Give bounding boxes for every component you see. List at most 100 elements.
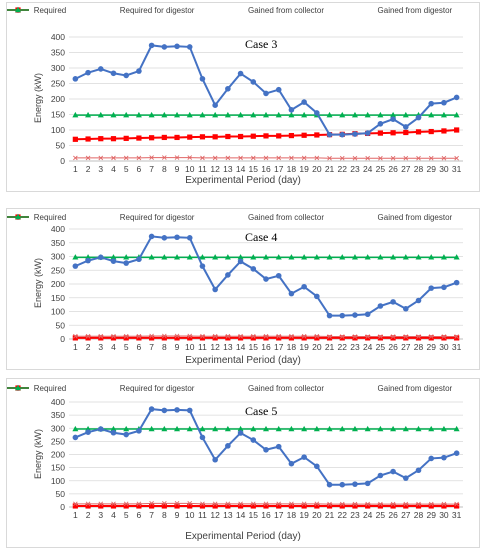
data-point xyxy=(314,503,320,509)
data-point xyxy=(415,129,422,135)
data-point xyxy=(263,503,269,509)
data-point xyxy=(327,501,332,507)
data-point xyxy=(275,272,282,279)
data-point xyxy=(351,111,358,118)
data-point xyxy=(454,501,459,507)
y-tick-label: 350 xyxy=(51,238,65,248)
legend-label: Required xyxy=(33,6,67,15)
data-point xyxy=(110,258,117,264)
data-point xyxy=(326,481,333,488)
data-point xyxy=(364,111,371,118)
data-point xyxy=(326,425,333,432)
data-point xyxy=(200,155,205,161)
data-point xyxy=(352,334,358,339)
data-point xyxy=(301,99,307,105)
series-line xyxy=(74,235,457,317)
data-point xyxy=(428,155,434,161)
legend-swatch xyxy=(7,213,29,220)
x-tick-label: 12 xyxy=(210,510,220,520)
data-point xyxy=(212,335,218,341)
x-tick-label: 11 xyxy=(198,164,207,174)
x-tick-label: 14 xyxy=(236,342,246,352)
data-point xyxy=(162,501,167,506)
data-point xyxy=(453,111,460,118)
x-tick-label: 25 xyxy=(376,164,386,174)
data-point xyxy=(148,42,155,49)
data-point xyxy=(289,501,294,507)
data-point xyxy=(390,334,396,339)
series-gained-from-collector xyxy=(72,503,460,509)
data-point xyxy=(110,335,117,341)
data-point xyxy=(263,425,269,432)
data-point xyxy=(85,254,92,260)
data-point xyxy=(212,456,218,463)
data-point xyxy=(250,501,256,507)
legend-label: Gained from digestor xyxy=(377,213,453,222)
data-point xyxy=(199,263,206,269)
x-tick-label: 25 xyxy=(376,342,386,352)
data-point xyxy=(377,472,384,479)
x-tick-label: 7 xyxy=(149,510,154,520)
data-point xyxy=(440,111,447,118)
data-point xyxy=(224,254,231,260)
data-point xyxy=(428,501,434,507)
x-tick-label: 15 xyxy=(249,342,259,352)
data-point xyxy=(199,425,206,432)
data-point xyxy=(225,155,231,161)
x-tick-label: 3 xyxy=(98,164,103,174)
data-point xyxy=(237,258,244,265)
data-point xyxy=(275,254,282,260)
data-point xyxy=(123,333,129,339)
y-tick-label: 400 xyxy=(51,32,65,42)
y-tick-label: 50 xyxy=(56,489,66,499)
data-point xyxy=(85,69,91,76)
data-point xyxy=(440,425,447,432)
x-tick-label: 13 xyxy=(223,342,233,352)
data-point xyxy=(390,335,396,341)
x-tick-label: 29 xyxy=(426,510,436,520)
data-point xyxy=(250,425,257,432)
data-point xyxy=(161,254,168,260)
data-point xyxy=(97,426,104,432)
data-point xyxy=(110,429,117,436)
data-point xyxy=(364,130,371,136)
data-point xyxy=(441,128,447,134)
data-point xyxy=(390,503,396,509)
data-point xyxy=(428,455,435,462)
data-point xyxy=(288,425,295,432)
data-point xyxy=(237,430,244,436)
data-point xyxy=(174,425,181,432)
data-point xyxy=(339,155,345,161)
chart-title: Case 5 xyxy=(245,404,278,418)
x-tick-label: 31 xyxy=(452,342,462,352)
data-point xyxy=(276,155,282,161)
x-tick-label: 4 xyxy=(111,510,116,520)
x-tick-label: 30 xyxy=(439,164,449,174)
data-point xyxy=(352,155,358,161)
data-point xyxy=(110,503,117,509)
data-point xyxy=(161,503,167,509)
x-tick-label: 30 xyxy=(439,342,449,352)
data-point xyxy=(136,155,142,161)
data-point xyxy=(237,111,244,118)
data-point xyxy=(72,425,79,432)
data-point xyxy=(339,254,346,260)
data-point xyxy=(403,305,409,312)
data-point xyxy=(326,503,333,509)
data-point xyxy=(378,501,383,507)
data-point xyxy=(403,334,409,339)
y-axis-label: Energy (kW) xyxy=(33,428,43,479)
data-point xyxy=(276,133,282,139)
data-point xyxy=(199,254,206,260)
data-point xyxy=(364,425,371,432)
x-tick-label: 6 xyxy=(137,510,142,520)
y-tick-label: 300 xyxy=(51,252,65,262)
data-point xyxy=(148,254,155,260)
data-point xyxy=(276,503,282,509)
data-point xyxy=(186,254,193,260)
data-point xyxy=(225,335,231,341)
y-tick-label: 200 xyxy=(51,450,65,460)
x-tick-label: 23 xyxy=(350,510,360,520)
y-tick-label: 400 xyxy=(51,397,65,407)
data-point xyxy=(224,111,231,118)
